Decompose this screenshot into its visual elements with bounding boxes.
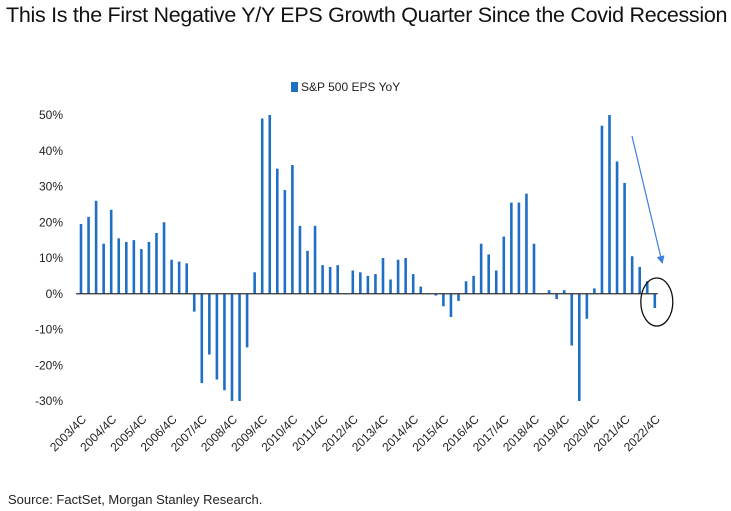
- bar: [578, 293, 581, 401]
- bar: [336, 265, 339, 294]
- bar: [283, 190, 287, 294]
- bar: [517, 202, 521, 294]
- bar: [230, 293, 234, 401]
- bar: [94, 200, 98, 294]
- bar: [593, 288, 596, 294]
- legend: S&P 500 EPS YoY: [291, 80, 400, 94]
- annotations: [631, 135, 674, 327]
- bar: [389, 279, 392, 294]
- bar: [162, 222, 166, 294]
- bar: [260, 118, 264, 294]
- arrow-annotation: [631, 135, 665, 264]
- bar: [351, 270, 355, 294]
- bar: [404, 258, 407, 294]
- bar: [132, 240, 136, 294]
- bar: [87, 216, 90, 294]
- bar: [79, 224, 83, 294]
- bar: [140, 249, 143, 294]
- x-axis: 2003/4C2004/4C2005/4C2006/4C2007/4C2008/…: [47, 412, 663, 454]
- bar: [570, 293, 574, 346]
- y-tick-label: -20%: [35, 358, 63, 372]
- bar: [359, 272, 362, 294]
- bar: [238, 293, 241, 401]
- source-note: Source: FactSet, Morgan Stanley Research…: [8, 492, 263, 507]
- bar: [268, 115, 272, 294]
- bar: [313, 225, 317, 294]
- bar: [328, 266, 332, 294]
- bar: [442, 293, 445, 307]
- y-tick-label: 10%: [39, 251, 63, 265]
- bar: [185, 263, 188, 294]
- bar: [585, 293, 589, 319]
- bar: [434, 293, 438, 296]
- bar: [109, 209, 113, 294]
- bar: [147, 241, 151, 294]
- bar: [306, 250, 309, 294]
- highlight-circle: [640, 277, 674, 327]
- bar: [472, 275, 475, 294]
- y-tick-label: 0%: [46, 287, 64, 301]
- y-tick-label: -10%: [35, 323, 63, 337]
- bars: [79, 115, 657, 401]
- y-tick-label: 50%: [39, 108, 63, 122]
- bar: [510, 202, 513, 294]
- bar: [464, 281, 468, 294]
- bar: [645, 281, 649, 294]
- bar: [630, 256, 634, 294]
- y-tick-label: 40%: [39, 144, 63, 158]
- y-tick-label: 30%: [39, 180, 63, 194]
- bar: [449, 293, 453, 317]
- bar: [102, 243, 105, 294]
- chart-title: This Is the First Negative Y/Y EPS Growt…: [6, 3, 728, 27]
- bar: [177, 261, 181, 294]
- bar: [192, 293, 196, 312]
- bar: [494, 270, 498, 294]
- bar: [321, 265, 324, 294]
- legend-swatch: [291, 82, 298, 92]
- bar: [245, 293, 249, 348]
- bar: [155, 232, 158, 294]
- bar: [600, 125, 604, 294]
- bar: [525, 193, 528, 294]
- bar: [298, 225, 302, 294]
- bar: [457, 293, 460, 301]
- bar: [479, 243, 483, 294]
- bar: [276, 168, 279, 294]
- bar: [366, 275, 370, 294]
- bar: [223, 293, 226, 391]
- bar: [117, 238, 121, 294]
- bar: [125, 241, 128, 294]
- bar: [653, 293, 657, 309]
- bar: [547, 290, 551, 294]
- bar: [562, 290, 566, 294]
- bar: [532, 243, 536, 294]
- bar: [555, 293, 558, 300]
- bar: [215, 293, 219, 380]
- bar: [638, 266, 641, 294]
- bar: [253, 272, 256, 294]
- bar: [396, 259, 400, 294]
- bar: [419, 286, 423, 294]
- bar: [623, 182, 626, 294]
- bar: [381, 258, 385, 294]
- bar: [291, 165, 294, 294]
- bar: [608, 115, 611, 294]
- bar: [411, 274, 415, 294]
- bar: [170, 259, 173, 294]
- y-tick-label: -30%: [35, 394, 63, 408]
- y-tick-label: 20%: [39, 215, 63, 229]
- legend-label: S&P 500 EPS YoY: [301, 80, 401, 94]
- bar: [374, 274, 377, 294]
- bar: [487, 254, 490, 294]
- bar: [615, 161, 619, 294]
- bar: [208, 293, 211, 355]
- y-axis: 50% 40% 30% 20% 10% 0% -10% -20% -30%: [35, 108, 63, 408]
- bar: [502, 236, 506, 294]
- bar: [200, 293, 204, 384]
